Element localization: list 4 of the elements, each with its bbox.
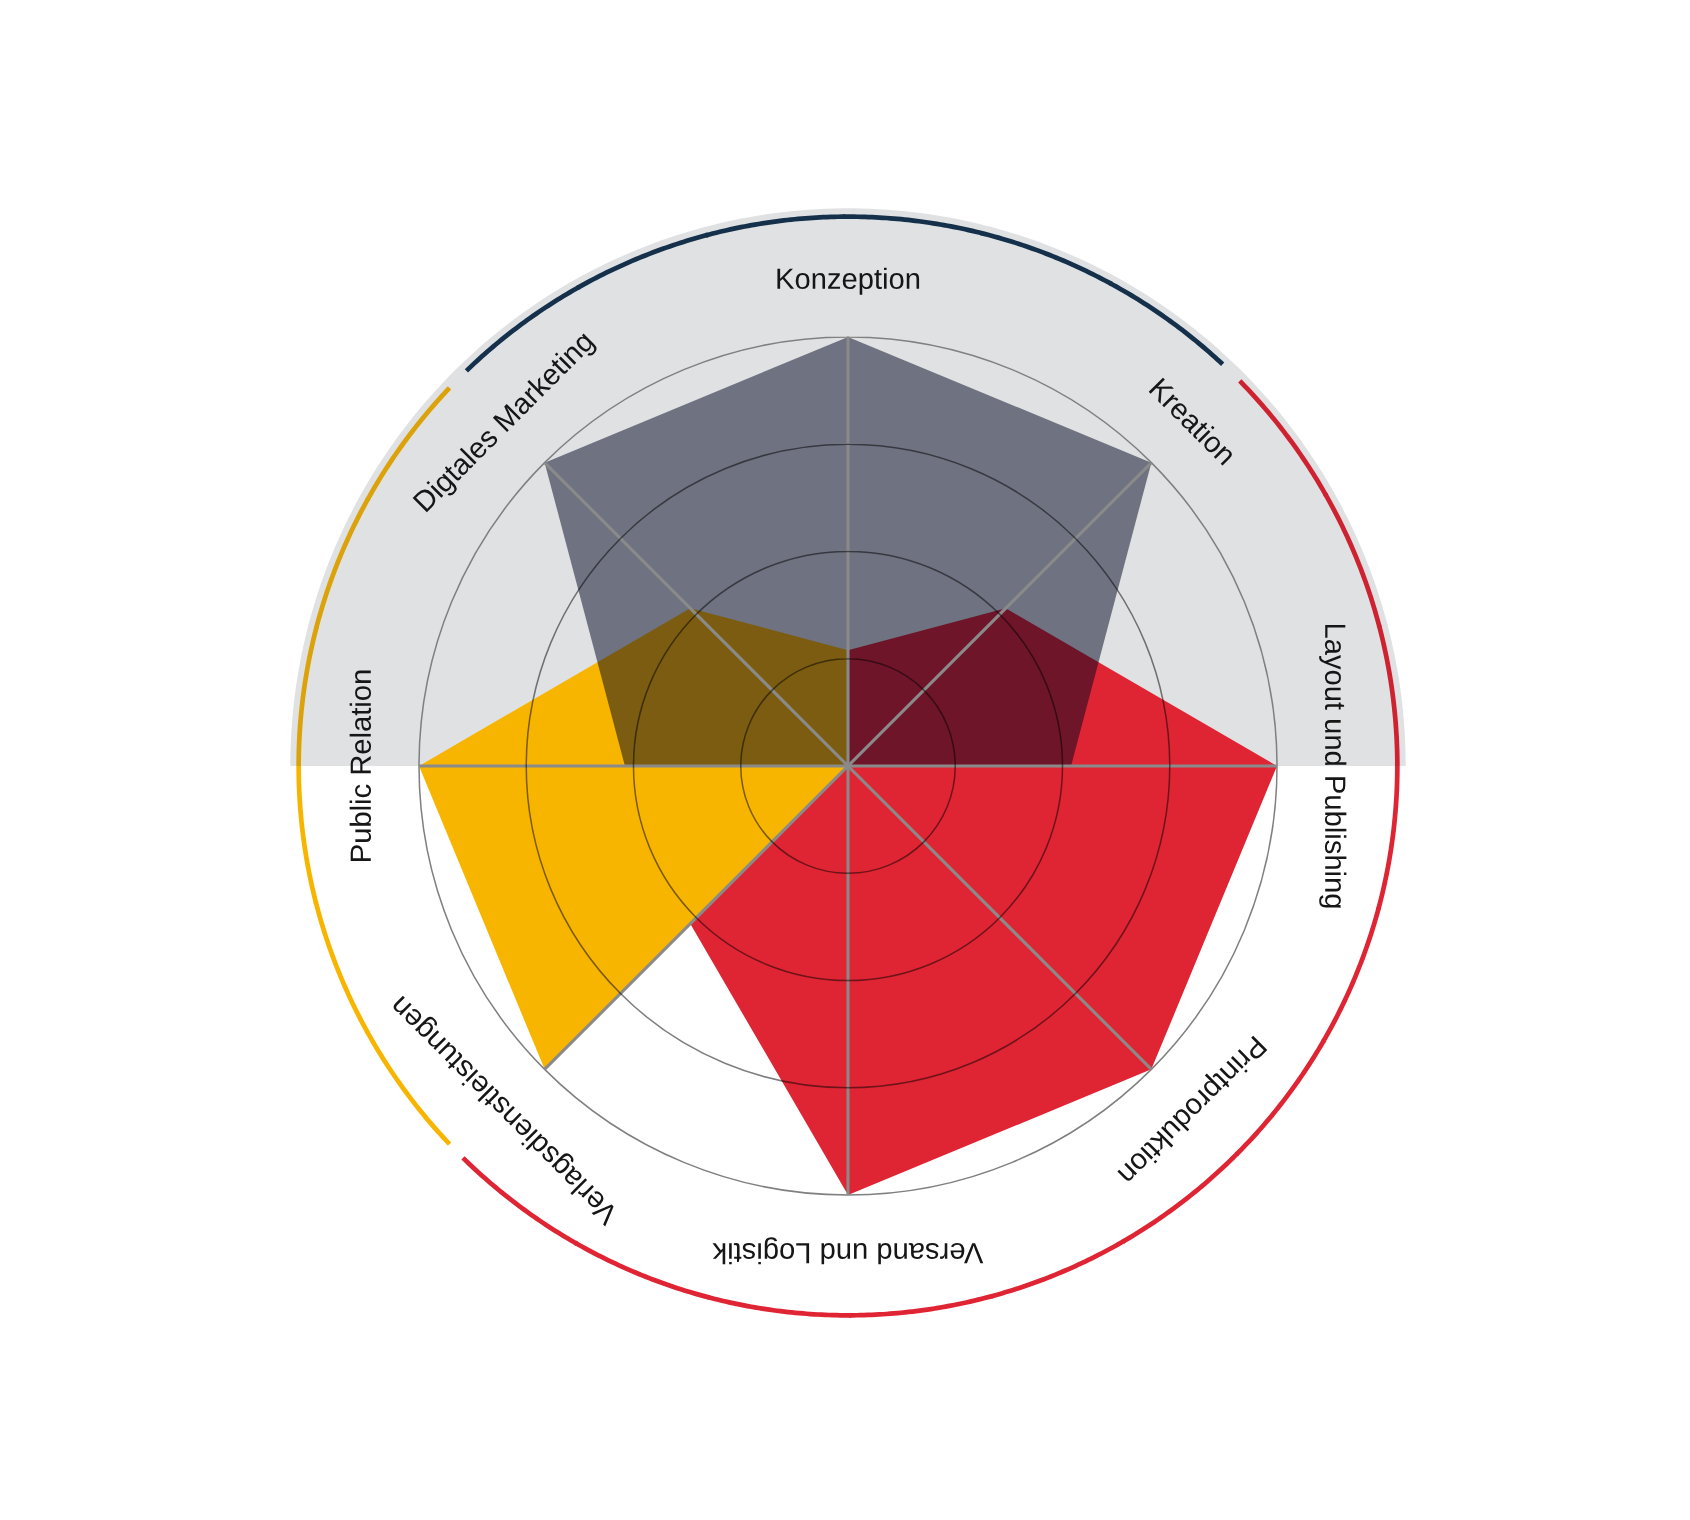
spoke-label: Layout und Publishing xyxy=(1319,624,1347,908)
spoke-label: Versand und Logistik xyxy=(712,1237,984,1265)
spoke-label: Konzeption xyxy=(777,267,920,295)
spoke-label: Public Relation xyxy=(349,670,372,861)
